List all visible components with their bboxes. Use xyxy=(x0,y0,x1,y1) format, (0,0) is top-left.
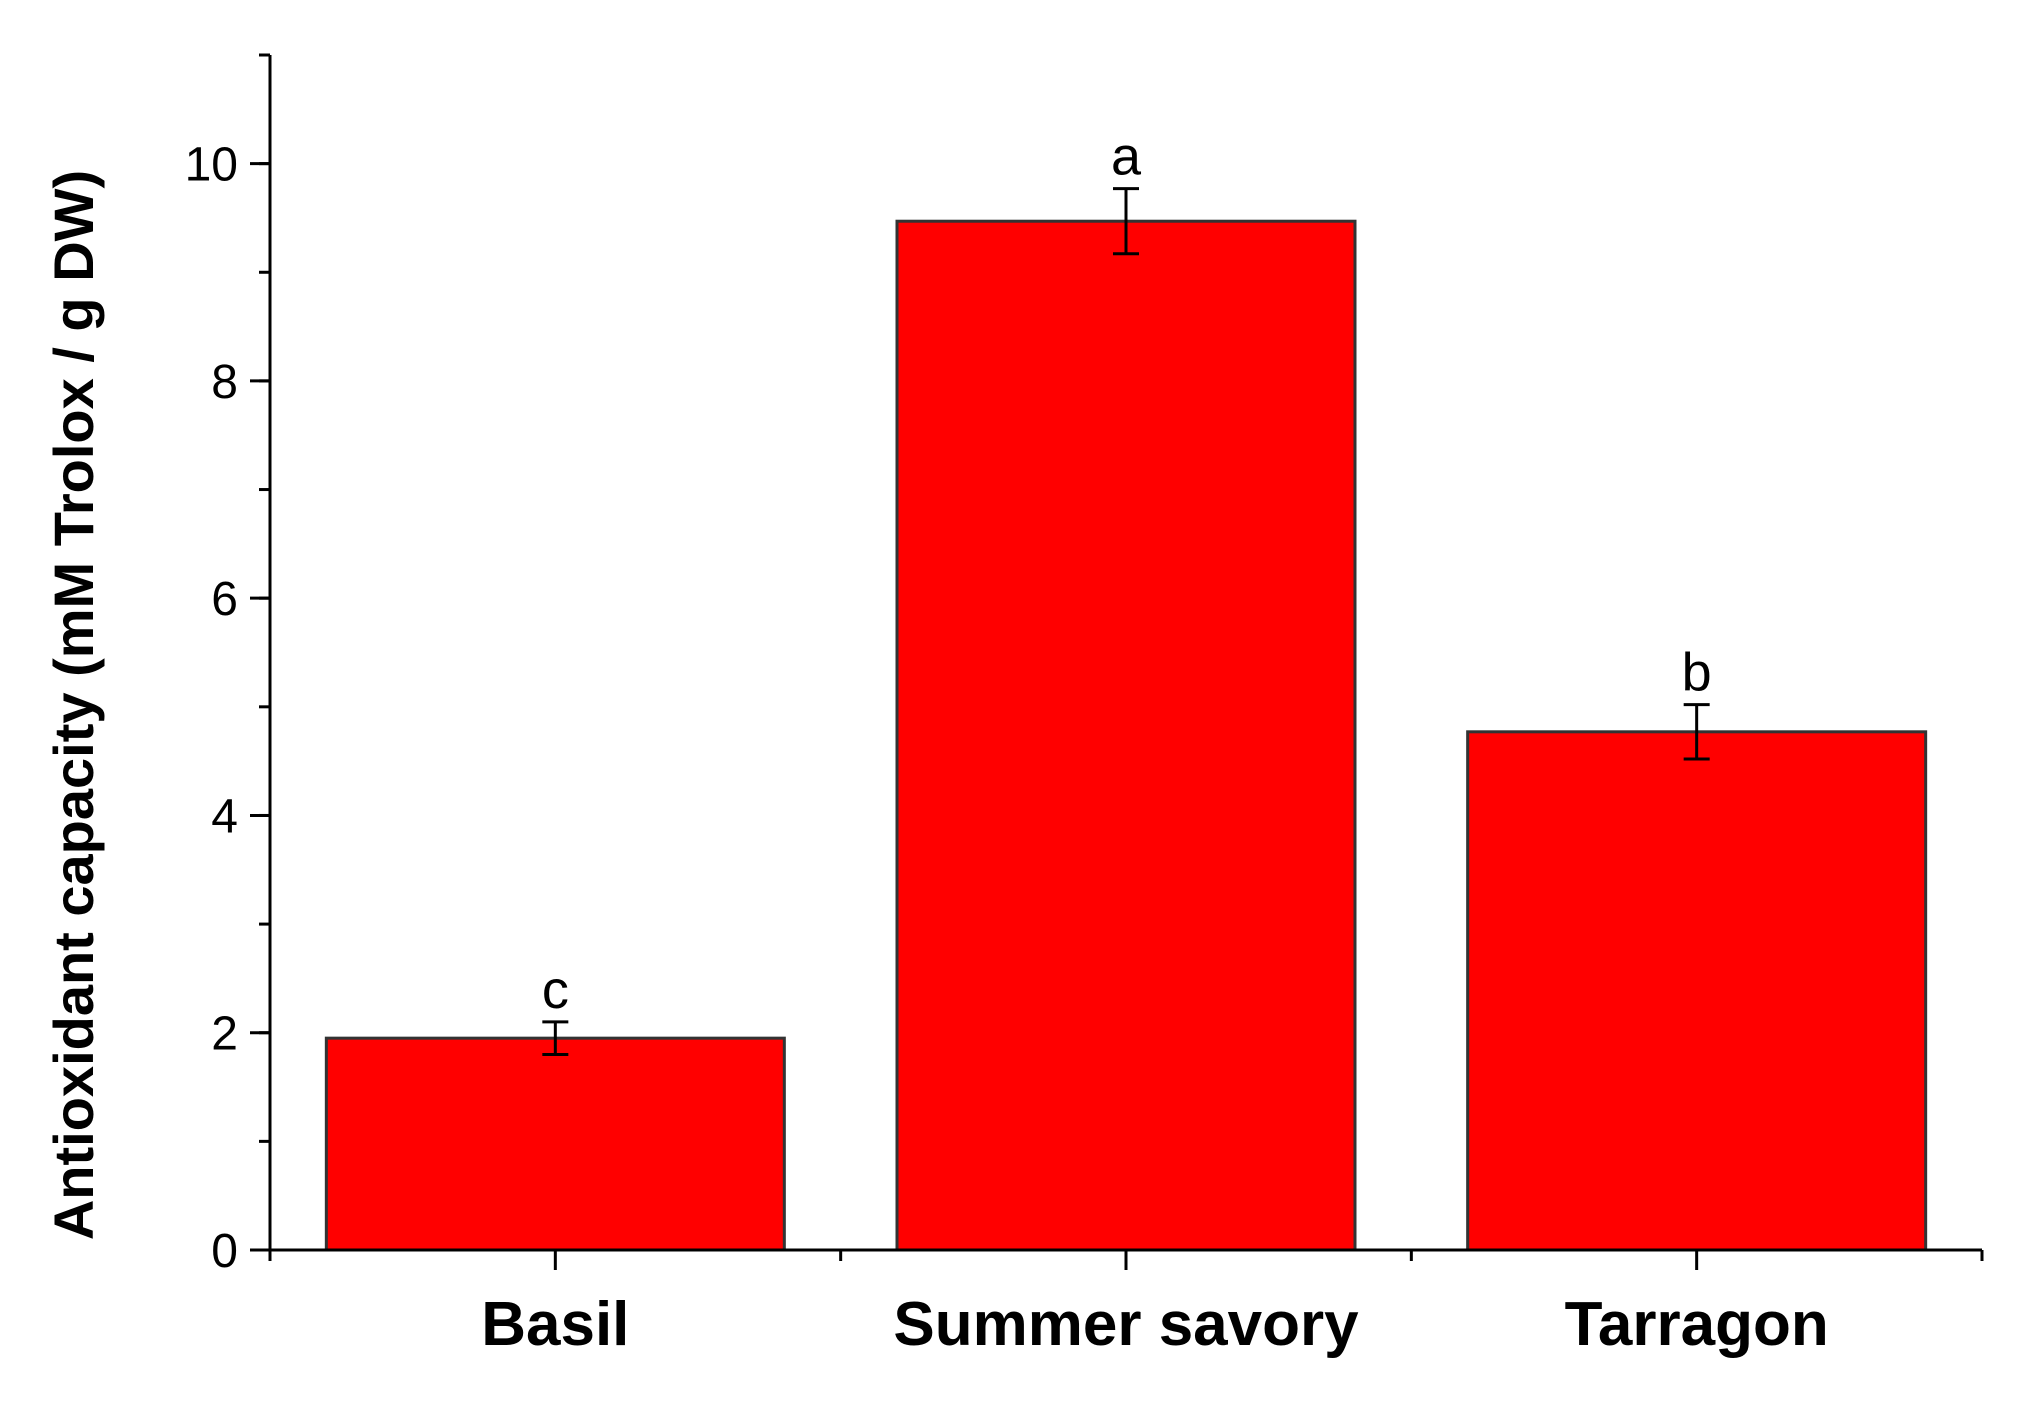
x-tick-label: Summer savory xyxy=(893,1290,1359,1359)
x-tick-label: Basil xyxy=(481,1290,629,1359)
bar-tarragon xyxy=(1466,730,1928,1252)
y-tick-label: 4 xyxy=(211,790,238,843)
y-tick-label: 2 xyxy=(211,1008,238,1061)
y-tick-label: 6 xyxy=(211,573,238,626)
significance-letter: b xyxy=(1682,643,1712,703)
plot-area: c Basil a Summer savory b Tarragon 0 2 4 6 8 10 xyxy=(185,53,1984,1359)
y-axis-title: Antioxidant capacity (mM Trolox / g DW) xyxy=(42,170,105,1240)
significance-letter: a xyxy=(1111,127,1142,187)
x-tick-label: Tarragon xyxy=(1565,1290,1829,1359)
y-tick-label: 8 xyxy=(211,356,238,409)
significance-letter: c xyxy=(542,960,569,1020)
y-tick-label: 10 xyxy=(185,139,238,192)
y-tick-label: 0 xyxy=(211,1225,238,1278)
bar-basil xyxy=(324,1036,786,1252)
bar-summer-savory xyxy=(895,219,1357,1252)
